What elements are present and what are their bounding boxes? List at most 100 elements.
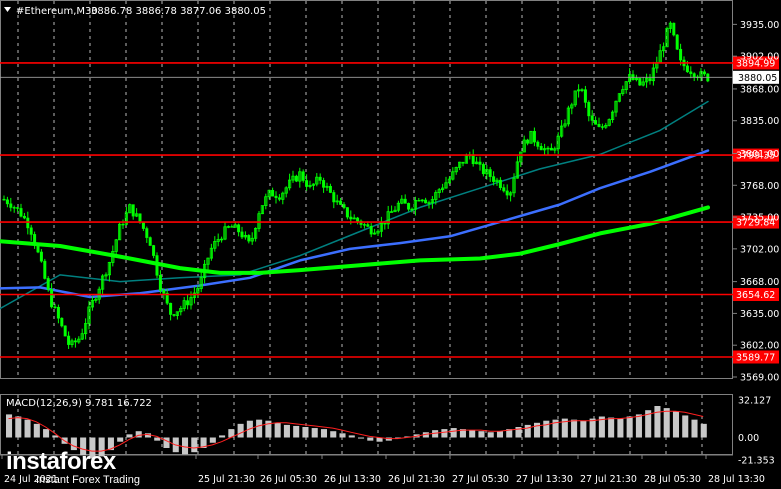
- candle-body-bull: [206, 257, 210, 265]
- macd-bar: [552, 419, 559, 438]
- macd-bar: [478, 431, 485, 438]
- macd-bar: [543, 420, 550, 438]
- candle-body-bull: [335, 200, 339, 203]
- price-tick-label: 3569.00: [740, 373, 779, 384]
- candle-body-bull: [573, 90, 577, 106]
- macd-bar: [144, 433, 152, 438]
- macd-bar: [700, 423, 707, 438]
- candle-body-bear: [328, 186, 332, 193]
- candle-body-bull: [546, 147, 550, 150]
- candle-body-bull: [577, 89, 581, 92]
- level-value: 3729.84: [736, 218, 775, 229]
- candle-body-bull: [570, 104, 574, 109]
- candle-body-bear: [532, 131, 536, 143]
- price-tick-label: 3668.00: [740, 277, 779, 288]
- candle-body-bear: [679, 48, 683, 61]
- candle-body-bull: [376, 230, 380, 234]
- candle-body-bull: [287, 179, 292, 189]
- candle-body-bull: [628, 74, 632, 83]
- candle-body-bear: [345, 207, 349, 218]
- macd-bar: [24, 419, 31, 438]
- level-tag: [733, 148, 779, 162]
- macd-bar: [274, 422, 281, 438]
- candle-body-bull: [281, 192, 285, 200]
- macd-bar: [80, 437, 87, 456]
- candle-body-bull: [457, 161, 462, 168]
- candle-body-bear: [356, 217, 360, 222]
- candle-body-bear: [689, 71, 693, 74]
- candle-body-bear: [33, 234, 37, 246]
- candle-body-bull: [118, 223, 122, 241]
- candle-body-bear: [590, 115, 594, 121]
- candle-body-bear: [152, 245, 156, 256]
- candle-body-bull: [315, 176, 319, 185]
- candle-body-bear: [478, 161, 482, 165]
- candle-body-bear: [29, 227, 33, 235]
- candle-body-bear: [169, 302, 173, 315]
- candle-body-bull: [311, 183, 316, 186]
- candle-body-bear: [305, 180, 309, 187]
- candle-body-bull: [427, 202, 431, 204]
- candle-body-bull: [101, 275, 105, 290]
- candle-body-bull: [70, 340, 74, 346]
- macd-bar: [672, 411, 680, 438]
- logo-brand: instaforex: [6, 448, 116, 475]
- candle-body-bear: [165, 292, 169, 304]
- macd-bar: [219, 435, 226, 438]
- time-axis: 24 Jul 2021 25 Jul 21:30 26 Jul 05:30 26 Ju…: [1, 455, 765, 485]
- macd-bar: [15, 416, 22, 438]
- candle-body-bull: [80, 333, 84, 340]
- macd-bar: [682, 415, 689, 438]
- candle-body-bull: [556, 135, 560, 150]
- candle-body-bull: [621, 89, 625, 95]
- macd-bar: [422, 432, 429, 438]
- candle-body-bear: [5, 199, 9, 205]
- candle-body-bear: [369, 226, 373, 235]
- candle-body-bear: [526, 139, 530, 144]
- price-tick-label: 3735.00: [740, 213, 779, 224]
- current-price-tag: [733, 70, 779, 84]
- candle-body-bear: [158, 274, 162, 291]
- candle-body-bull: [624, 81, 628, 90]
- candle-body-bear: [141, 221, 145, 229]
- macd-bar: [432, 430, 439, 438]
- macd-bar: [302, 427, 309, 438]
- candle-body-bear: [12, 207, 16, 209]
- chart-symbol: #Ethereum,M30: [16, 6, 98, 17]
- price-tick-label: 3801.00: [740, 149, 779, 160]
- horizontal-levels[interactable]: 3880.05 3894.99 3799.35 3729.84 3654.62 3589.…: [0, 56, 779, 364]
- price-axis: 3935.00 3902.00 3868.00 3835.00 3801.00 3768.…: [733, 20, 779, 384]
- candle-body-bull: [291, 175, 295, 181]
- price-tick-label: 3835.00: [740, 116, 779, 127]
- candle-body-bull: [104, 274, 108, 277]
- candle-body-bull: [440, 187, 445, 191]
- candle-body-bull: [308, 184, 312, 187]
- candle-body-bull: [396, 202, 401, 211]
- macd-bar: [580, 420, 587, 438]
- candle-body-bull: [209, 247, 213, 259]
- time-tick-label: 26 Jul 13:30: [324, 474, 381, 485]
- candle-body-bull: [107, 262, 111, 276]
- macd-bar: [98, 437, 105, 457]
- collapse-arrow-icon[interactable]: [4, 7, 11, 12]
- candle-body-bear: [702, 71, 706, 75]
- candle-body-bull: [196, 288, 200, 294]
- candle-body-bull: [114, 239, 118, 252]
- macd-bar: [487, 432, 494, 438]
- level-tag: [733, 350, 779, 364]
- candle-body-bull: [216, 239, 220, 242]
- candle-body-bear: [67, 335, 71, 345]
- ma-slow-line: [0, 205, 710, 275]
- level-value: 3654.62: [736, 290, 775, 301]
- candle-body-bull: [199, 277, 203, 289]
- candle-body-bear: [648, 78, 652, 81]
- macd-bar: [283, 424, 290, 438]
- time-tick-label: 27 Jul 05:30: [452, 474, 509, 485]
- candle-body-bear: [349, 216, 353, 220]
- candle-body-bear: [492, 176, 496, 182]
- candle-body-bull: [566, 107, 571, 125]
- macd-bar: [320, 429, 328, 438]
- macd-bar: [626, 416, 633, 438]
- time-tick-label: 28 Jul 13:30: [708, 474, 765, 485]
